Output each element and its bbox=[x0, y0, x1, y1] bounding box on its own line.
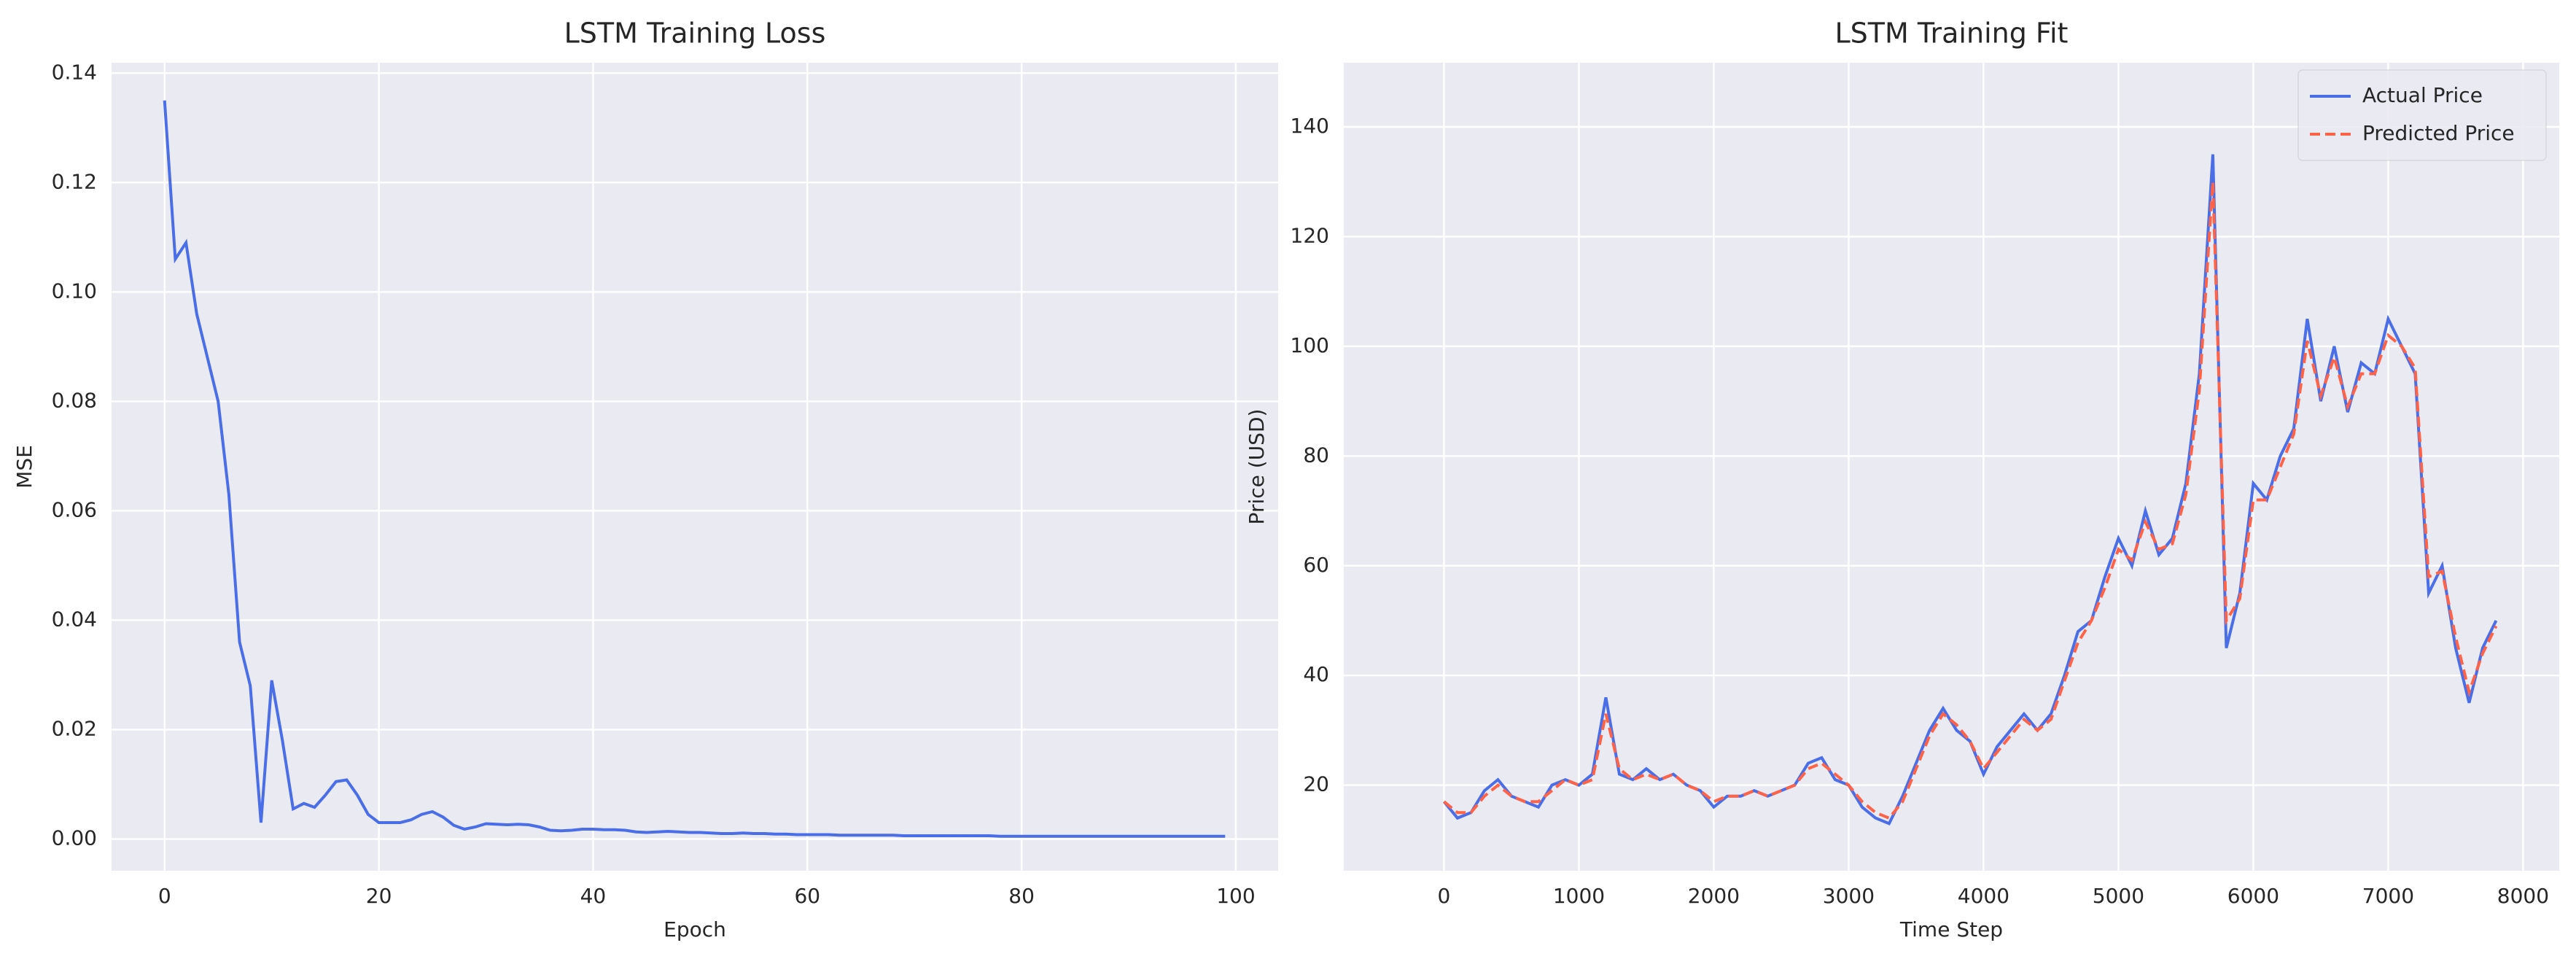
y-tick-label: 60 bbox=[1303, 553, 1329, 577]
y-tick-label: 0.02 bbox=[52, 716, 97, 740]
x-tick-label: 60 bbox=[794, 884, 820, 908]
data-line bbox=[1443, 182, 2498, 820]
y-tick-label: 0.00 bbox=[52, 826, 97, 850]
x-axis-label: Epoch bbox=[664, 917, 726, 941]
legend bbox=[2297, 69, 2547, 161]
x-tick-label: 0 bbox=[158, 884, 171, 908]
legend-label: Predicted Price bbox=[2362, 121, 2515, 145]
chart-title: LSTM Training Loss bbox=[564, 18, 826, 50]
x-tick-label: 7000 bbox=[2362, 884, 2414, 908]
y-axis-label: MSE bbox=[12, 445, 36, 489]
y-tick-label: 80 bbox=[1303, 443, 1329, 467]
y-tick-label: 100 bbox=[1291, 333, 1329, 357]
x-tick-label: 40 bbox=[580, 884, 607, 908]
y-tick-label: 0.08 bbox=[52, 388, 97, 412]
chart-title: LSTM Training Fit bbox=[1835, 18, 2069, 50]
y-tick-label: 120 bbox=[1291, 223, 1329, 247]
x-tick-label: 5000 bbox=[2093, 884, 2144, 908]
y-tick-label: 40 bbox=[1303, 662, 1329, 686]
data-line bbox=[163, 100, 1226, 838]
plot-area bbox=[1344, 63, 2559, 871]
y-tick-label: 0.14 bbox=[52, 60, 97, 84]
x-tick-label: 0 bbox=[1438, 884, 1451, 908]
x-tick-label: 100 bbox=[1216, 884, 1255, 908]
x-tick-label: 1000 bbox=[1553, 884, 1605, 908]
y-tick-label: 140 bbox=[1291, 114, 1329, 138]
y-tick-label: 0.10 bbox=[52, 279, 97, 303]
x-tick-label: 3000 bbox=[1823, 884, 1875, 908]
legend-label: Actual Price bbox=[2362, 83, 2483, 107]
x-tick-label: 6000 bbox=[2227, 884, 2279, 908]
y-tick-label: 0.06 bbox=[52, 497, 97, 521]
x-tick-label: 8000 bbox=[2497, 884, 2549, 908]
y-tick-label: 0.04 bbox=[52, 607, 97, 631]
x-tick-label: 4000 bbox=[1958, 884, 2009, 908]
y-tick-label: 20 bbox=[1303, 772, 1329, 796]
x-tick-label: 20 bbox=[366, 884, 392, 908]
y-tick-label: 0.12 bbox=[52, 169, 97, 193]
data-line bbox=[1442, 154, 2498, 826]
y-axis-label: Price (USD) bbox=[1245, 409, 1269, 525]
x-axis-label: Time Step bbox=[1899, 917, 2003, 941]
x-tick-label: 2000 bbox=[1688, 884, 1740, 908]
plot-area bbox=[112, 63, 1278, 871]
x-tick-label: 80 bbox=[1008, 884, 1035, 908]
